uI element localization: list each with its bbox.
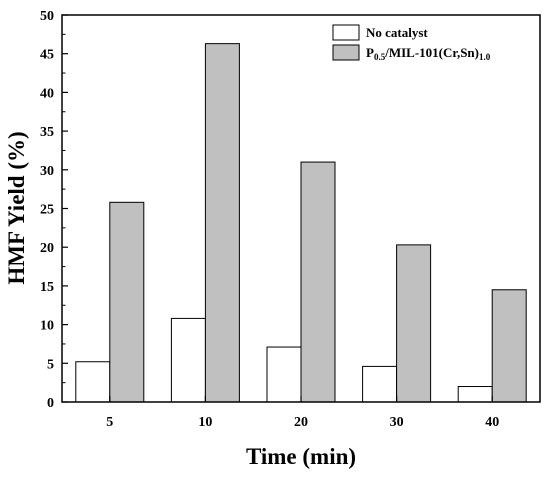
x-axis: 5 10 20 30 40 — [106, 396, 499, 430]
bar-no-catalyst — [75, 361, 111, 403]
y-tick-label: 35 — [40, 125, 54, 140]
legend-swatch-no-catalyst — [332, 24, 360, 41]
bar-no-catalyst — [170, 317, 206, 403]
x-tick-label: 40 — [485, 415, 499, 430]
bar-catalyst — [109, 201, 145, 403]
y-tick-label: 0 — [47, 396, 54, 411]
legend-swatch-catalyst — [332, 44, 360, 61]
bar-no-catalyst — [457, 386, 493, 403]
legend-label-catalyst: P0.5/MIL-101(Cr,Sn)1.0 — [366, 45, 491, 62]
y-axis-title: HMF Yield (%) — [4, 131, 29, 284]
legend-label-no-catalyst: No catalyst — [366, 25, 428, 40]
x-tick-label: 30 — [390, 415, 404, 430]
y-tick-label: 45 — [40, 48, 54, 63]
x-tick-label: 5 — [106, 415, 113, 430]
y-tick-label: 30 — [40, 164, 54, 179]
y-tick-label: 10 — [40, 319, 54, 334]
bar-no-catalyst — [362, 365, 398, 403]
y-axis: 0 5 10 15 20 25 30 35 40 45 50 — [40, 9, 68, 411]
y-tick-label: 15 — [40, 280, 54, 295]
bar-catalyst — [300, 161, 336, 403]
y-tick-label: 50 — [40, 9, 54, 24]
bar-catalyst — [396, 244, 432, 403]
legend: No catalyst P0.5/MIL-101(Cr,Sn)1.0 — [332, 24, 491, 62]
x-tick-label: 10 — [198, 415, 212, 430]
x-tick-label: 20 — [294, 415, 308, 430]
x-axis-title: Time (min) — [246, 444, 356, 469]
bar-catalyst — [491, 289, 527, 403]
y-tick-label: 5 — [47, 357, 54, 372]
y-tick-label: 25 — [40, 203, 54, 218]
bar-no-catalyst — [266, 346, 302, 403]
bars-group — [75, 43, 527, 403]
y-tick-label: 40 — [40, 86, 54, 101]
y-tick-label: 20 — [40, 241, 54, 256]
bar-catalyst — [204, 43, 240, 403]
